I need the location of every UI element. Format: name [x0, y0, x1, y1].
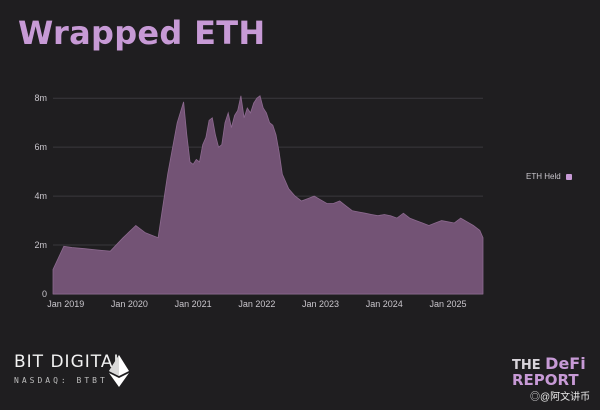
- legend-label: ETH Held: [526, 172, 561, 181]
- bit-digital-logo: BIT DIGITAL NASDAQ: BTBT: [14, 352, 124, 385]
- defi-logo-the: THE: [512, 358, 546, 373]
- x-tick-label: Jan 2020: [111, 299, 148, 309]
- chart-title: Wrapped ETH: [18, 14, 266, 52]
- x-tick-label: Jan 2025: [429, 299, 466, 309]
- series-area-eth-held[interactable]: [52, 95, 484, 295]
- legend-swatch: [565, 173, 572, 180]
- defi-report-logo: THE DeFi REPORT: [512, 354, 586, 389]
- y-tick-label: 8m: [34, 93, 47, 103]
- x-tick-label: Jan 2021: [175, 299, 212, 309]
- y-tick-label: 2m: [34, 240, 47, 250]
- x-tick-label: Jan 2019: [47, 299, 84, 309]
- defi-logo-defi: DeFi: [545, 354, 586, 373]
- brand-name: BIT DIGITAL: [14, 352, 124, 372]
- x-tick-label: Jan 2022: [238, 299, 275, 309]
- ethereum-icon: [109, 355, 129, 387]
- y-tick-label: 0: [42, 289, 47, 299]
- defi-logo-report: REPORT: [512, 371, 579, 389]
- brand-ticker: NASDAQ: BTBT: [14, 376, 108, 385]
- y-tick-label: 6m: [34, 142, 47, 152]
- y-tick-label: 4m: [34, 191, 47, 201]
- x-tick-label: Jan 2023: [302, 299, 339, 309]
- legend[interactable]: ETH Held: [526, 172, 572, 181]
- watermark-text: ◎@阿文讲币: [530, 392, 591, 403]
- x-tick-label: Jan 2024: [366, 299, 403, 309]
